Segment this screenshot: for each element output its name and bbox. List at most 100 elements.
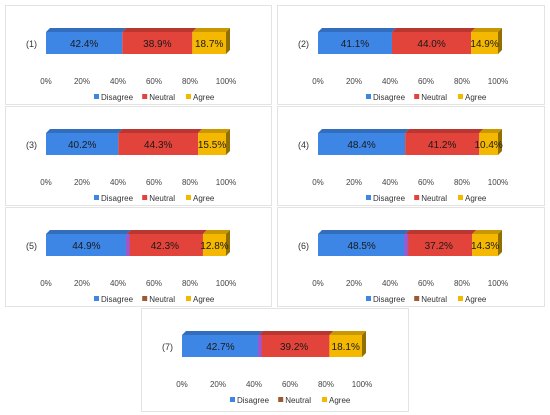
x-tick-label: 20% (346, 178, 362, 187)
data-label: 42.7% (206, 342, 234, 353)
bar-side-face (226, 129, 230, 155)
data-label: 44.9% (72, 241, 100, 252)
bar-segment-disagree (46, 234, 127, 256)
data-label: 18.7% (195, 39, 223, 50)
bar-segment-agree (198, 133, 226, 155)
x-tick-label: 80% (182, 279, 198, 288)
x-tick-label: 60% (146, 77, 162, 86)
legend-label: Neutral (421, 194, 447, 203)
chart-panel-4: (4) 48.4% 41.2% 10.4% 0% 20% 40% 60% 80% 100% Disa… (277, 106, 545, 206)
legend-swatch-neutral (142, 94, 148, 99)
bar-segment-top-neutral (405, 129, 484, 133)
chart-id-label: (3) (26, 140, 37, 150)
legend-swatch-agree (458, 94, 463, 99)
data-label: 14.9% (470, 39, 498, 50)
bar-segment-top-neutral (391, 28, 476, 32)
x-tick-label: 80% (454, 77, 470, 86)
bar-segment-agree (329, 335, 362, 357)
data-label: 37.2% (425, 241, 453, 252)
bar-segment-top-agree (329, 331, 366, 335)
legend-swatch-agree (322, 397, 327, 402)
data-label: 42.3% (151, 241, 179, 252)
legend-label: Disagree (237, 396, 270, 405)
chart-panel-5: (5) 44.9% 42.3% 12.8% 0% 20% 40% 60% 80% 100% Disa… (5, 207, 272, 307)
legend-swatch-disagree (94, 195, 99, 200)
legend-swatch-neutral (142, 296, 148, 301)
legend-swatch-agree (186, 94, 191, 99)
bar-segment-disagree (318, 32, 392, 54)
legend-label: Disagree (373, 93, 406, 102)
bar-segment-disagree (46, 32, 123, 54)
x-tick-label: 0% (312, 279, 324, 288)
data-label: 15.5% (198, 140, 226, 151)
bar-segment-top-disagree (318, 129, 410, 133)
chart-id-label: (6) (298, 241, 309, 251)
bar-boundary-sliver (404, 234, 409, 256)
x-tick-label: 0% (312, 77, 324, 86)
data-label: 38.9% (143, 39, 171, 50)
legend-swatch-neutral (142, 195, 148, 200)
x-tick-label: 100% (216, 77, 236, 86)
bar-segment-agree (471, 32, 498, 54)
x-tick-label: 80% (182, 77, 198, 86)
bar-segment-neutral (405, 234, 473, 256)
x-tick-label: 40% (382, 77, 398, 86)
x-tick-label: 100% (488, 279, 508, 288)
bar-segment-disagree (46, 133, 119, 155)
x-tick-label: 80% (454, 279, 470, 288)
data-label: 42.4% (70, 39, 98, 50)
bar-segment-agree (192, 32, 226, 54)
x-tick-label: 20% (74, 77, 90, 86)
chart-id-label: (2) (298, 39, 309, 49)
stacked-bar-chart-4: (4) 48.4% 41.2% 10.4% 0% 20% 40% 60% 80% 100% Disa… (298, 129, 508, 203)
bar-segment-top-disagree (318, 28, 396, 32)
legend-label: Neutral (149, 93, 175, 102)
x-tick-label: 20% (74, 279, 90, 288)
bar-segment-neutral (258, 335, 330, 357)
stacked-bar-chart-2: (2) 41.1% 44.0% 14.9% 0% 20% 40% 60% 80% 100% Disa… (298, 28, 508, 102)
bar-segment-top-disagree (46, 230, 131, 234)
legend-label: Disagree (373, 194, 406, 203)
bar-segment-disagree (182, 335, 259, 357)
legend-label: Neutral (149, 194, 175, 203)
legend-swatch-disagree (366, 94, 371, 99)
chart-id-label: (7) (162, 342, 173, 352)
legend-label: Agree (193, 295, 215, 304)
x-tick-label: 80% (182, 178, 198, 187)
bar-segment-agree (202, 234, 226, 256)
data-label: 44.3% (144, 140, 172, 151)
x-tick-label: 0% (312, 178, 324, 187)
chart-panel-7: (7) 42.7% 39.2% 18.1% 0% 20% 40% 60% 80% 100% Disa… (141, 308, 409, 412)
chart-id-label: (1) (26, 39, 37, 49)
bar-segment-top-agree (202, 230, 230, 234)
x-tick-label: 20% (346, 77, 362, 86)
x-tick-label: 60% (146, 178, 162, 187)
legend-swatch-neutral (414, 195, 420, 200)
bar-boundary-sliver (125, 234, 130, 256)
chart-id-label: (5) (26, 241, 37, 251)
bar-segment-top-agree (471, 28, 502, 32)
data-label: 39.2% (280, 342, 308, 353)
legend-swatch-disagree (366, 296, 371, 301)
legend-label: Agree (465, 93, 487, 102)
bar-segment-neutral (391, 32, 472, 54)
legend-label: Neutral (285, 396, 311, 405)
data-label: 14.3% (471, 241, 499, 252)
bar-segment-top-disagree (318, 230, 410, 234)
x-tick-label: 40% (246, 380, 262, 389)
data-label: 41.1% (341, 39, 369, 50)
bar-side-face (498, 28, 502, 54)
bar-segment-neutral (126, 234, 203, 256)
data-label: 18.1% (332, 342, 360, 353)
x-tick-label: 100% (352, 380, 372, 389)
x-tick-label: 40% (382, 178, 398, 187)
x-tick-label: 60% (146, 279, 162, 288)
data-label: 48.4% (347, 140, 375, 151)
legend-swatch-disagree (94, 94, 99, 99)
x-tick-label: 0% (40, 178, 52, 187)
x-tick-label: 60% (418, 77, 434, 86)
legend-swatch-agree (186, 195, 191, 200)
legend-label: Disagree (101, 295, 134, 304)
legend-swatch-agree (458, 296, 463, 301)
stacked-bar-chart-5: (5) 44.9% 42.3% 12.8% 0% 20% 40% 60% 80% 100% Disa… (26, 230, 236, 304)
